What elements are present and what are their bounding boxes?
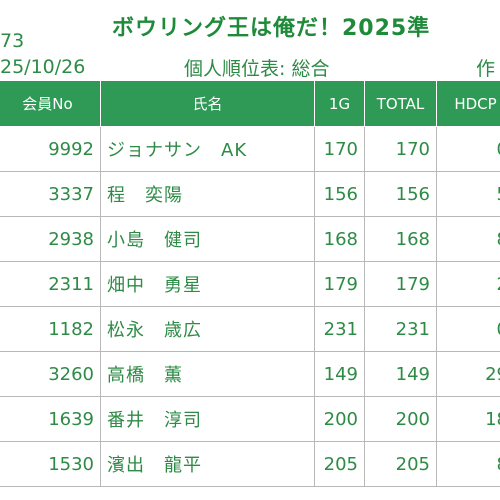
game1-cell: 156	[314, 171, 365, 217]
member-no-cell: 2938	[0, 216, 101, 262]
page-subtitle: 個人順位表: 総合	[184, 58, 330, 80]
hdcp-cell: 18	[436, 396, 500, 442]
member-no-cell: 1639	[0, 396, 101, 442]
name-cell: 番井 淳司	[100, 396, 315, 442]
table-header-row: 会員No 氏名 1G TOTAL HDCP	[0, 80, 500, 127]
game1-cell: 200	[314, 396, 365, 442]
column-header-name[interactable]: 氏名	[100, 80, 315, 127]
name-cell: 畑中 勇星	[100, 261, 315, 307]
game1-cell: 179	[314, 261, 365, 307]
total-cell: 231	[364, 306, 437, 352]
hdcp-cell: 0	[436, 306, 500, 352]
table-row[interactable]: 2938 小島 健司 168 168 8	[0, 216, 500, 262]
ranking-table: 会員No 氏名 1G TOTAL HDCP 9992 ジョナサン AK 170 …	[0, 80, 500, 487]
member-no-cell: 1182	[0, 306, 101, 352]
game1-cell: 231	[314, 306, 365, 352]
total-cell: 179	[364, 261, 437, 307]
total-cell: 170	[364, 126, 437, 172]
game1-cell: 168	[314, 216, 365, 262]
total-cell: 156	[364, 171, 437, 217]
table-row[interactable]: 1182 松永 歳広 231 231 0	[0, 306, 500, 352]
game1-cell: 205	[314, 441, 365, 487]
game1-cell: 149	[314, 351, 365, 397]
event-id: 73	[0, 30, 25, 52]
member-no-cell: 2311	[0, 261, 101, 307]
event-date: 25/10/26	[0, 56, 86, 78]
total-cell: 205	[364, 441, 437, 487]
table-row[interactable]: 1530 濱出 龍平 205 205 8	[0, 441, 500, 487]
table-row[interactable]: 3260 高橋 薫 149 149 29	[0, 351, 500, 397]
total-cell: 200	[364, 396, 437, 442]
name-cell: 程 奕陽	[100, 171, 315, 217]
hdcp-cell: 29	[436, 351, 500, 397]
name-cell: 高橋 薫	[100, 351, 315, 397]
page-title: ボウリング王は俺だ！2025準	[112, 16, 431, 41]
table-row[interactable]: 1639 番井 淳司 200 200 18	[0, 396, 500, 442]
hdcp-cell: 8	[436, 441, 500, 487]
header-right-label: 作	[476, 58, 496, 80]
column-header-1g[interactable]: 1G	[314, 80, 365, 127]
member-no-cell: 3337	[0, 171, 101, 217]
hdcp-cell: 0	[436, 126, 500, 172]
column-header-hdcp[interactable]: HDCP	[436, 80, 500, 127]
table-row[interactable]: 3337 程 奕陽 156 156 5	[0, 171, 500, 217]
total-cell: 149	[364, 351, 437, 397]
column-header-total[interactable]: TOTAL	[364, 80, 437, 127]
column-header-member-no[interactable]: 会員No	[0, 80, 101, 127]
game1-cell: 170	[314, 126, 365, 172]
hdcp-cell: 5	[436, 171, 500, 217]
hdcp-cell: 2	[436, 261, 500, 307]
total-cell: 168	[364, 216, 437, 262]
name-cell: ジョナサン AK	[100, 126, 315, 172]
member-no-cell: 9992	[0, 126, 101, 172]
name-cell: 濱出 龍平	[100, 441, 315, 487]
table-row[interactable]: 9992 ジョナサン AK 170 170 0	[0, 126, 500, 172]
table-row[interactable]: 2311 畑中 勇星 179 179 2	[0, 261, 500, 307]
name-cell: 松永 歳広	[100, 306, 315, 352]
member-no-cell: 1530	[0, 441, 101, 487]
hdcp-cell: 8	[436, 216, 500, 262]
member-no-cell: 3260	[0, 351, 101, 397]
name-cell: 小島 健司	[100, 216, 315, 262]
